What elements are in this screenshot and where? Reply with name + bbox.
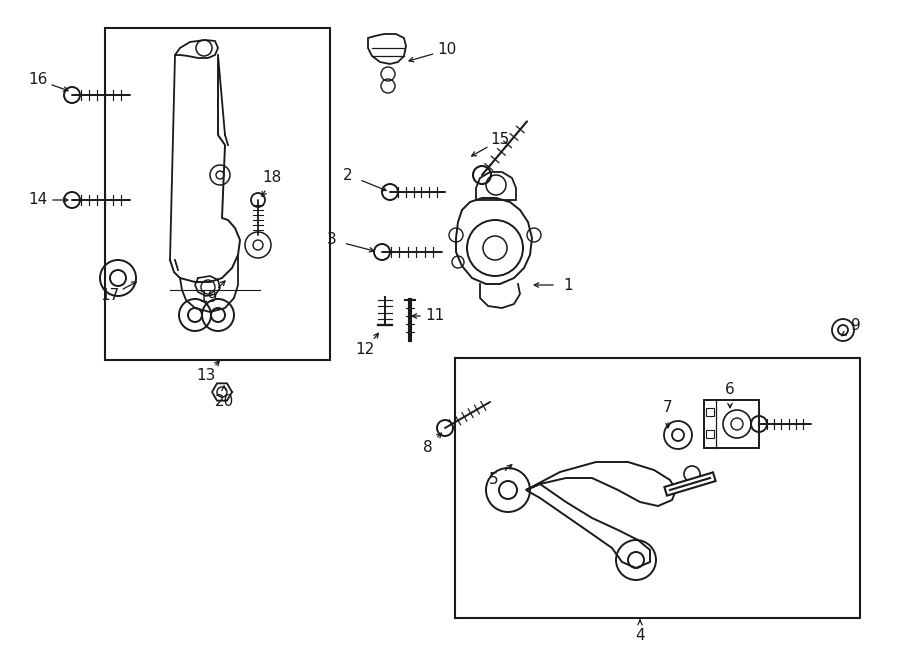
Text: 10: 10 xyxy=(437,42,456,58)
Text: 19: 19 xyxy=(198,290,218,305)
Text: 9: 9 xyxy=(851,319,861,334)
Text: 8: 8 xyxy=(423,440,433,455)
Text: 20: 20 xyxy=(214,395,234,410)
Text: 15: 15 xyxy=(491,132,509,147)
Text: 2: 2 xyxy=(343,167,353,182)
Bar xyxy=(706,408,714,416)
Text: 11: 11 xyxy=(426,309,445,323)
Bar xyxy=(706,430,714,438)
Text: 17: 17 xyxy=(101,288,120,303)
Text: 16: 16 xyxy=(28,73,48,87)
Bar xyxy=(455,358,860,618)
Bar xyxy=(704,400,759,448)
Text: 5: 5 xyxy=(490,473,499,488)
Text: 4: 4 xyxy=(635,627,644,642)
Text: 6: 6 xyxy=(725,383,735,397)
Text: 1: 1 xyxy=(563,278,572,293)
Text: 14: 14 xyxy=(29,192,48,208)
Bar xyxy=(105,28,330,360)
Text: 3: 3 xyxy=(327,233,337,247)
Text: 12: 12 xyxy=(356,342,374,358)
Text: 13: 13 xyxy=(196,368,216,383)
Text: 18: 18 xyxy=(263,171,282,186)
Text: 7: 7 xyxy=(663,401,673,416)
